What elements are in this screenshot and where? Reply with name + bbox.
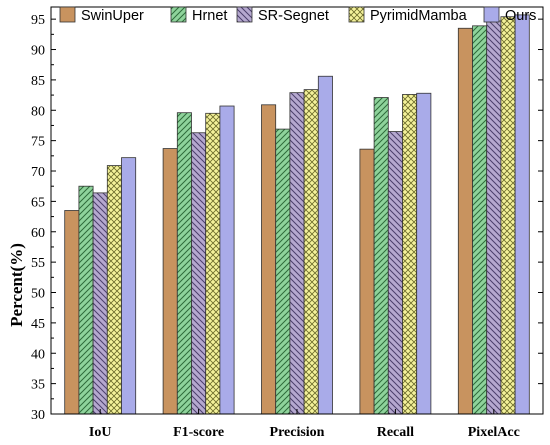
y-tick-label: 85 bbox=[31, 74, 45, 89]
legend-label-ours: Ours bbox=[505, 8, 536, 24]
bar-pyrimidmamba-pixelacc bbox=[500, 16, 516, 415]
legend-label-pyrimidmamba: PyrimidMamba bbox=[370, 8, 468, 24]
bar-hrnet-recall bbox=[373, 97, 389, 415]
y-axis-label: Percent(%) bbox=[7, 243, 26, 327]
plot-frame bbox=[50, 6, 544, 415]
bar-pyrimidmamba-precision bbox=[303, 89, 319, 415]
x-category-label: F1-score bbox=[173, 425, 224, 440]
y-tick-label: 45 bbox=[31, 317, 45, 332]
legend-swatch-sr-segnet bbox=[236, 6, 253, 23]
legend-swatch-swinuper bbox=[59, 6, 76, 23]
bar-sr-segnet-precision bbox=[289, 92, 305, 415]
x-category-label: Precision bbox=[270, 425, 325, 440]
legend-swatch-hrnet bbox=[170, 6, 187, 23]
bar-hrnet-iou bbox=[78, 185, 94, 415]
legend-label-hrnet: Hrnet bbox=[192, 8, 227, 24]
bar-sr-segnet-pixelacc bbox=[486, 20, 502, 415]
legend-swatch-pyrimidmamba bbox=[348, 6, 365, 23]
bar-hrnet-f1-score bbox=[176, 112, 192, 415]
y-tick-label: 65 bbox=[31, 195, 45, 210]
legend: SwinUper Hrnet SR-Segnet PyrimidMamba Ours bbox=[59, 6, 536, 24]
bars bbox=[64, 14, 530, 415]
y-tick-label: 75 bbox=[31, 135, 45, 150]
bar-hrnet-precision bbox=[275, 128, 291, 415]
y-tick-label: 95 bbox=[31, 13, 45, 28]
y-tick-label: 40 bbox=[31, 347, 45, 362]
x-category-label: IoU bbox=[89, 425, 112, 440]
bar-swinuper-iou bbox=[64, 210, 80, 415]
bar-pyrimidmamba-f1-score bbox=[205, 112, 221, 415]
y-tick-label: 50 bbox=[31, 287, 45, 302]
y-tick-label: 60 bbox=[31, 226, 45, 241]
y-axis-ticks: 30 35 40 45 50 55 60 65 70 75 80 85 90 95 bbox=[31, 13, 543, 423]
legend-label-sr-segnet: SR-Segnet bbox=[258, 8, 329, 24]
bar-pyrimidmamba-recall bbox=[402, 94, 418, 415]
bar-pyrimidmamba-iou bbox=[106, 165, 122, 415]
bar-ours-recall bbox=[416, 92, 432, 415]
y-tick-label: 70 bbox=[31, 165, 45, 180]
x-axis-categories: IoU F1-score Precision Recall PixelAcc bbox=[89, 409, 520, 440]
bar-ours-precision bbox=[317, 75, 333, 415]
bar-swinuper-pixelacc bbox=[457, 27, 473, 415]
bar-swinuper-precision bbox=[261, 104, 277, 415]
bar-swinuper-recall bbox=[359, 148, 375, 415]
legend-label-swinuper: SwinUper bbox=[81, 8, 144, 24]
bar-ours-f1-score bbox=[219, 105, 235, 415]
bar-sr-segnet-iou bbox=[92, 192, 108, 415]
bar-ours-pixelacc bbox=[514, 14, 530, 415]
bar-sr-segnet-recall bbox=[387, 131, 403, 415]
legend-swatch-ours bbox=[483, 6, 500, 23]
y-tick-label: 35 bbox=[31, 378, 45, 393]
bar-ours-iou bbox=[121, 157, 137, 415]
y-tick-label: 90 bbox=[31, 44, 45, 59]
bar-sr-segnet-f1-score bbox=[191, 132, 207, 415]
x-category-label: Recall bbox=[377, 425, 414, 440]
y-tick-label: 30 bbox=[31, 408, 45, 423]
y-tick-label: 80 bbox=[31, 104, 45, 119]
bar-swinuper-f1-score bbox=[162, 148, 178, 415]
x-category-label: PixelAcc bbox=[468, 425, 520, 440]
bar-hrnet-pixelacc bbox=[472, 25, 488, 415]
y-tick-label: 55 bbox=[31, 256, 45, 271]
